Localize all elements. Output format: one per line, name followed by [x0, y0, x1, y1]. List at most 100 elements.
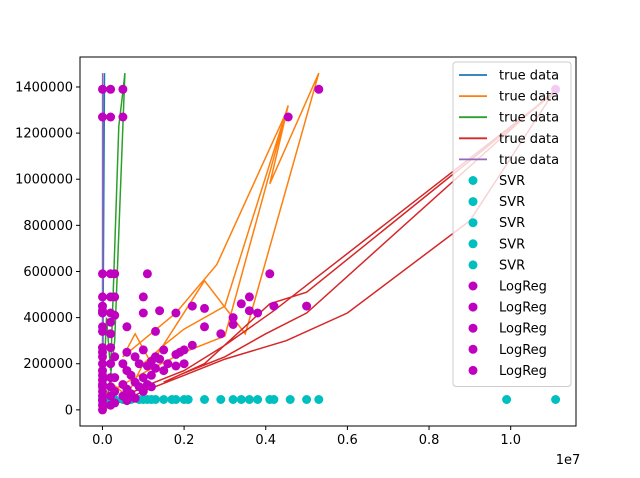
legend-marker-swatch	[468, 323, 478, 333]
x-tick-label: 0.8	[419, 433, 440, 448]
logreg-point	[187, 340, 197, 350]
y-tick-label: 800000	[23, 219, 73, 234]
logreg-point	[130, 352, 140, 362]
logreg-point	[118, 359, 128, 369]
logreg-point	[98, 269, 107, 279]
logreg-point	[138, 345, 148, 355]
logreg-point	[98, 292, 107, 302]
svr-point	[200, 395, 209, 404]
logreg-point	[200, 303, 209, 313]
logreg-point	[106, 343, 116, 353]
logreg-point	[134, 359, 144, 369]
svr-point	[216, 395, 226, 404]
legend-label: LogReg	[499, 364, 547, 379]
points-layer	[98, 84, 561, 415]
svr-point	[236, 395, 246, 404]
svr-point	[159, 395, 169, 404]
legend-label: LogReg	[499, 301, 547, 316]
legend-label: SVR	[499, 174, 525, 189]
logreg-point	[171, 361, 181, 371]
logreg-point	[98, 359, 107, 369]
logreg-point	[253, 308, 263, 318]
logreg-point	[110, 352, 120, 362]
logreg-point	[228, 320, 238, 329]
y-axis: 0 200000 400000 600000 800000 1000000 1200000 1…	[15, 80, 80, 418]
logreg-point	[110, 292, 120, 302]
logreg-point	[163, 359, 173, 369]
svr-point	[502, 395, 512, 404]
logreg-point	[122, 347, 132, 357]
y-tick-label: 200000	[23, 357, 73, 372]
legend-marker-swatch	[468, 239, 478, 249]
legend-label: LogReg	[499, 280, 547, 295]
logreg-point	[283, 112, 293, 122]
y-tick-label: 0	[65, 403, 73, 418]
logreg-point	[98, 112, 107, 122]
legend-marker-swatch	[468, 197, 478, 207]
logreg-point	[138, 386, 148, 396]
x-tick-label: 0.6	[337, 433, 358, 448]
x-tick-label: 0.0	[92, 433, 113, 448]
legend-marker-swatch	[468, 302, 478, 312]
legend-marker-swatch	[468, 344, 478, 354]
x-offset-label: 1e7	[556, 453, 581, 468]
y-tick-label: 1000000	[15, 173, 73, 188]
logreg-point	[244, 306, 254, 316]
svr-point	[314, 395, 324, 404]
x-tick-label: 0.4	[255, 433, 276, 448]
logreg-point	[200, 322, 209, 332]
logreg-point	[110, 373, 120, 383]
legend-label: SVR	[499, 237, 525, 252]
legend-marker-swatch	[468, 365, 478, 375]
legend-marker-swatch	[468, 281, 478, 291]
logreg-point	[314, 84, 324, 94]
legend-label: LogReg	[499, 343, 547, 358]
svr-point	[228, 395, 238, 404]
logreg-point	[146, 382, 156, 392]
logreg-point	[118, 84, 128, 94]
logreg-point	[187, 301, 197, 311]
logreg-point	[138, 308, 148, 318]
logreg-point	[98, 326, 107, 336]
x-axis: 0.0 0.2 0.4 0.6 0.8 1.0	[92, 426, 521, 448]
logreg-point	[110, 269, 120, 279]
logreg-point	[146, 370, 156, 380]
logreg-point	[142, 269, 152, 279]
legend-label: SVR	[499, 195, 525, 210]
logreg-point	[179, 359, 189, 369]
svr-point	[253, 395, 263, 404]
y-tick-label: 1200000	[15, 127, 73, 142]
logreg-point	[122, 322, 132, 332]
legend-label: true data	[499, 111, 559, 126]
logreg-point	[126, 370, 136, 380]
logreg-point	[151, 363, 160, 373]
logreg-point	[98, 84, 107, 94]
legend-marker-swatch	[468, 260, 478, 270]
logreg-point	[138, 292, 148, 302]
x-tick-label: 0.2	[174, 433, 195, 448]
logreg-point	[98, 352, 107, 362]
logreg-point	[106, 359, 116, 369]
logreg-point	[98, 405, 107, 415]
logreg-point	[106, 329, 116, 339]
logreg-point	[106, 317, 116, 327]
logreg-point	[110, 386, 120, 396]
logreg-point	[118, 112, 128, 122]
logreg-point	[155, 354, 165, 364]
x-tick-label: 1.0	[500, 433, 521, 448]
svr-point	[171, 395, 181, 404]
plot-frame	[79, 56, 577, 427]
legend-marker-swatch	[468, 218, 478, 228]
logreg-point	[155, 306, 165, 316]
svr-point	[269, 395, 279, 404]
logreg-point	[228, 313, 238, 323]
legend: true data true data true data true data true…	[452, 61, 572, 387]
logreg-point	[159, 366, 169, 376]
logreg-point	[269, 301, 279, 311]
logreg-point	[110, 310, 120, 320]
y-tick-label: 600000	[23, 265, 73, 280]
legend-label: true data	[499, 153, 559, 168]
logreg-point	[179, 345, 189, 355]
legend-label: true data	[499, 90, 559, 105]
